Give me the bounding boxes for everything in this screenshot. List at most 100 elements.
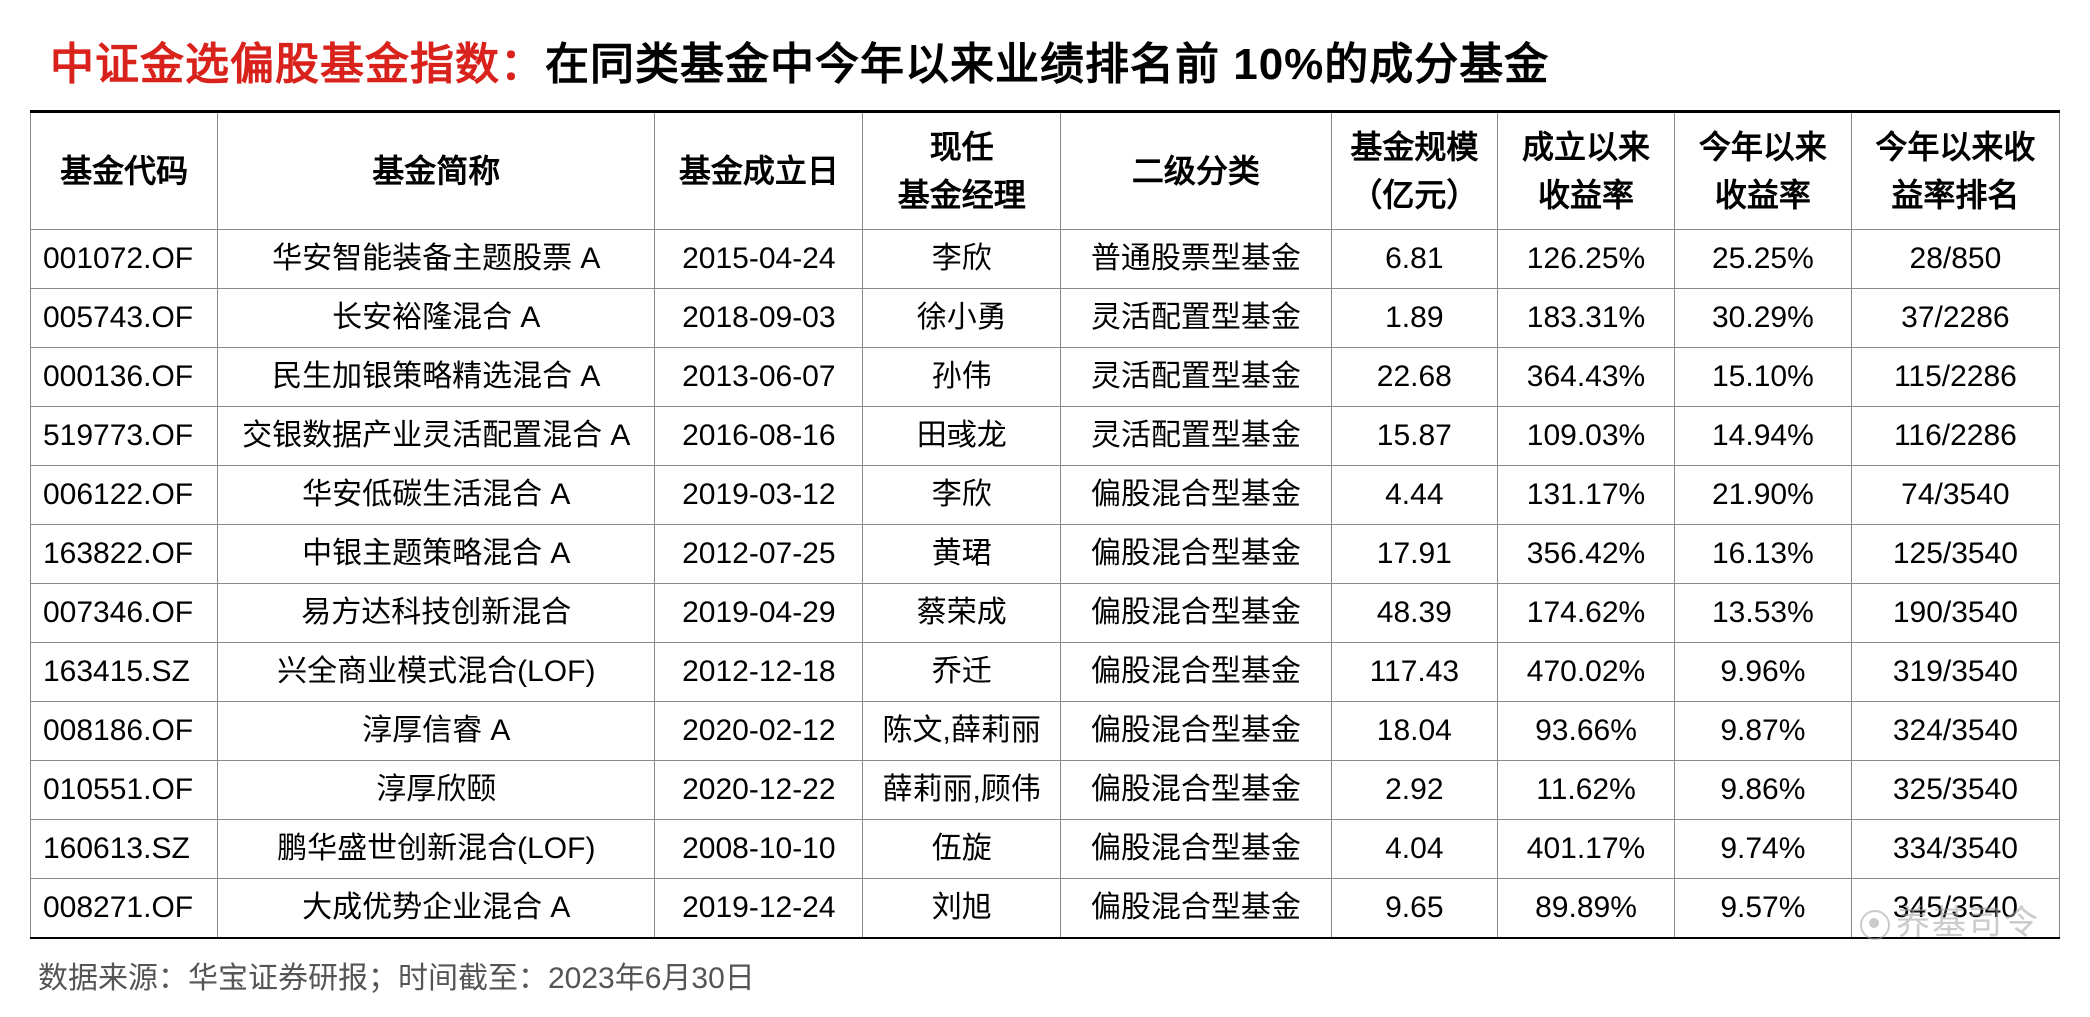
cell: 偏股混合型基金 <box>1061 702 1332 761</box>
cell: 李欣 <box>863 230 1061 289</box>
cell: 淳厚欣颐 <box>218 761 655 820</box>
cell: 109.03% <box>1498 407 1675 466</box>
col-header-4: 二级分类 <box>1061 112 1332 230</box>
cell: 2020-12-22 <box>655 761 863 820</box>
cell: 李欣 <box>863 466 1061 525</box>
cell: 9.57% <box>1674 879 1851 939</box>
cell: 160613.SZ <box>31 820 218 879</box>
cell: 民生加银策略精选混合 A <box>218 348 655 407</box>
cell: 鹏华盛世创新混合(LOF) <box>218 820 655 879</box>
cell: 中银主题策略混合 A <box>218 525 655 584</box>
cell: 13.53% <box>1674 584 1851 643</box>
cell: 356.42% <box>1498 525 1675 584</box>
cell: 交银数据产业灵活配置混合 A <box>218 407 655 466</box>
table-header: 基金代码基金简称基金成立日现任基金经理二级分类基金规模（亿元）成立以来收益率今年… <box>31 112 2060 230</box>
cell: 偏股混合型基金 <box>1061 879 1332 939</box>
cell: 2016-08-16 <box>655 407 863 466</box>
cell: 008186.OF <box>31 702 218 761</box>
cell: 2015-04-24 <box>655 230 863 289</box>
cell: 89.89% <box>1498 879 1675 939</box>
cell: 48.39 <box>1331 584 1497 643</box>
cell: 010551.OF <box>31 761 218 820</box>
cell: 116/2286 <box>1851 407 2059 466</box>
cell: 28/850 <box>1851 230 2059 289</box>
cell: 117.43 <box>1331 643 1497 702</box>
table-row: 160613.SZ鹏华盛世创新混合(LOF)2008-10-10伍旋偏股混合型基… <box>31 820 2060 879</box>
cell: 006122.OF <box>31 466 218 525</box>
table-row: 519773.OF交银数据产业灵活配置混合 A2016-08-16田彧龙灵活配置… <box>31 407 2060 466</box>
col-header-5: 基金规模（亿元） <box>1331 112 1497 230</box>
title-main: 在同类基金中今年以来业绩排名前 10%的成分基金 <box>545 40 1549 89</box>
cell: 190/3540 <box>1851 584 2059 643</box>
cell: 大成优势企业混合 A <box>218 879 655 939</box>
table-row: 010551.OF淳厚欣颐2020-12-22薛莉丽,顾伟偏股混合型基金2.92… <box>31 761 2060 820</box>
cell: 001072.OF <box>31 230 218 289</box>
data-source-footer: 数据来源：华宝证券研报；时间截至：2023年6月30日 <box>30 939 2060 997</box>
cell: 薛莉丽,顾伟 <box>863 761 1061 820</box>
cell: 11.62% <box>1498 761 1675 820</box>
cell: 2008-10-10 <box>655 820 863 879</box>
cell: 008271.OF <box>31 879 218 939</box>
table-row: 008271.OF大成优势企业混合 A2019-12-24刘旭偏股混合型基金 9.… <box>31 879 2060 939</box>
col-header-3: 现任基金经理 <box>863 112 1061 230</box>
cell: 364.43% <box>1498 348 1675 407</box>
table-row: 005743.OF长安裕隆混合 A2018-09-03徐小勇灵活配置型基金1.8… <box>31 289 2060 348</box>
cell: 325/3540 <box>1851 761 2059 820</box>
cell: 灵活配置型基金 <box>1061 407 1332 466</box>
table-row: 163415.SZ兴全商业模式混合(LOF)2012-12-18乔迁偏股混合型基… <box>31 643 2060 702</box>
cell: 黄珺 <box>863 525 1061 584</box>
cell: 2019-12-24 <box>655 879 863 939</box>
cell: 17.91 <box>1331 525 1497 584</box>
cell: 21.90% <box>1674 466 1851 525</box>
fund-table: 基金代码基金简称基金成立日现任基金经理二级分类基金规模（亿元）成立以来收益率今年… <box>30 110 2060 939</box>
cell: 易方达科技创新混合 <box>218 584 655 643</box>
col-header-0: 基金代码 <box>31 112 218 230</box>
cell: 4.44 <box>1331 466 1497 525</box>
cell: 000136.OF <box>31 348 218 407</box>
cell: 兴全商业模式混合(LOF) <box>218 643 655 702</box>
cell: 2.92 <box>1331 761 1497 820</box>
cell: 74/3540 <box>1851 466 2059 525</box>
cell: 125/3540 <box>1851 525 2059 584</box>
cell: 115/2286 <box>1851 348 2059 407</box>
table-row: 163822.OF中银主题策略混合 A2012-07-25黄珺偏股混合型基金17… <box>31 525 2060 584</box>
cell: 1.89 <box>1331 289 1497 348</box>
table-row: 001072.OF华安智能装备主题股票 A2015-04-24李欣普通股票型基金… <box>31 230 2060 289</box>
table-row: 000136.OF民生加银策略精选混合 A2013-06-07孙伟灵活配置型基金… <box>31 348 2060 407</box>
cell: 偏股混合型基金 <box>1061 761 1332 820</box>
cell: 16.13% <box>1674 525 1851 584</box>
cell: 2012-12-18 <box>655 643 863 702</box>
cell: 华安智能装备主题股票 A <box>218 230 655 289</box>
cell: 163822.OF <box>31 525 218 584</box>
cell: 长安裕隆混合 A <box>218 289 655 348</box>
cell: 9.74% <box>1674 820 1851 879</box>
cell: 9.86% <box>1674 761 1851 820</box>
cell: 2019-04-29 <box>655 584 863 643</box>
cell: 30.29% <box>1674 289 1851 348</box>
cell: 519773.OF <box>31 407 218 466</box>
col-header-6: 成立以来收益率 <box>1498 112 1675 230</box>
cell: 偏股混合型基金 <box>1061 525 1332 584</box>
cell: 蔡荣成 <box>863 584 1061 643</box>
cell: 131.17% <box>1498 466 1675 525</box>
col-header-7: 今年以来收益率 <box>1674 112 1851 230</box>
cell: 163415.SZ <box>31 643 218 702</box>
col-header-1: 基金简称 <box>218 112 655 230</box>
cell: 淳厚信睿 A <box>218 702 655 761</box>
cell: 15.10% <box>1674 348 1851 407</box>
cell: 刘旭 <box>863 879 1061 939</box>
cell: 徐小勇 <box>863 289 1061 348</box>
cell: 324/3540 <box>1851 702 2059 761</box>
cell: 2018-09-03 <box>655 289 863 348</box>
cell: 灵活配置型基金 <box>1061 348 1332 407</box>
cell: 15.87 <box>1331 407 1497 466</box>
cell: 2020-02-12 <box>655 702 863 761</box>
cell: 偏股混合型基金 <box>1061 466 1332 525</box>
table-row: 006122.OF华安低碳生活混合 A2019-03-12李欣偏股混合型基金4.… <box>31 466 2060 525</box>
cell: 126.25% <box>1498 230 1675 289</box>
cell: 4.04 <box>1331 820 1497 879</box>
cell: 005743.OF <box>31 289 218 348</box>
title-prefix: 中证金选偏股基金指数： <box>50 40 545 89</box>
cell: 9.96% <box>1674 643 1851 702</box>
col-header-8: 今年以来收益率排名 <box>1851 112 2059 230</box>
